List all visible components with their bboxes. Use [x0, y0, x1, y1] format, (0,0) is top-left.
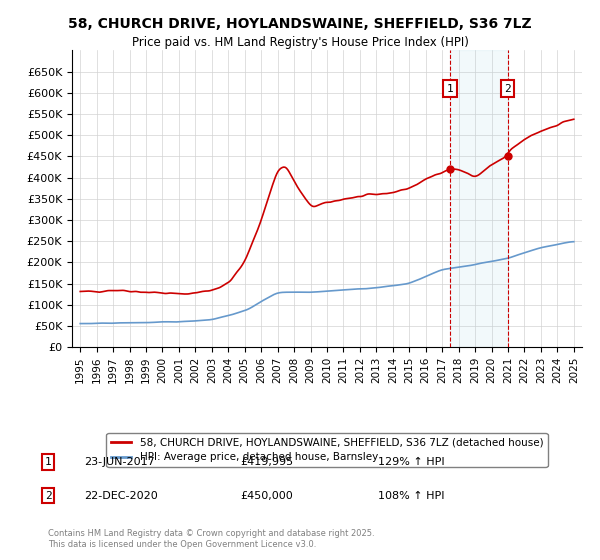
Text: 2: 2	[44, 491, 52, 501]
Text: 2: 2	[504, 83, 511, 94]
Text: £450,000: £450,000	[240, 491, 293, 501]
Legend: 58, CHURCH DRIVE, HOYLANDSWAINE, SHEFFIELD, S36 7LZ (detached house), HPI: Avera: 58, CHURCH DRIVE, HOYLANDSWAINE, SHEFFIE…	[106, 433, 548, 466]
Text: £419,995: £419,995	[240, 457, 293, 467]
Text: Price paid vs. HM Land Registry's House Price Index (HPI): Price paid vs. HM Land Registry's House …	[131, 36, 469, 49]
Text: 22-DEC-2020: 22-DEC-2020	[84, 491, 158, 501]
Text: 1: 1	[446, 83, 454, 94]
Text: 108% ↑ HPI: 108% ↑ HPI	[378, 491, 445, 501]
Text: 58, CHURCH DRIVE, HOYLANDSWAINE, SHEFFIELD, S36 7LZ: 58, CHURCH DRIVE, HOYLANDSWAINE, SHEFFIE…	[68, 17, 532, 31]
Text: 23-JUN-2017: 23-JUN-2017	[84, 457, 155, 467]
Text: 1: 1	[44, 457, 52, 467]
Text: 129% ↑ HPI: 129% ↑ HPI	[378, 457, 445, 467]
Bar	[450, 50, 508, 347]
Text: Contains HM Land Registry data © Crown copyright and database right 2025.
This d: Contains HM Land Registry data © Crown c…	[48, 529, 374, 549]
